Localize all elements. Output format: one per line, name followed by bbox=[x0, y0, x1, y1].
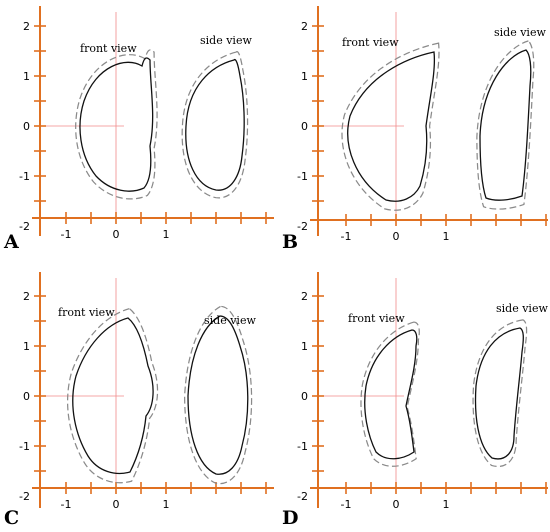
y-tick-label: 0 bbox=[23, 390, 30, 403]
x-tick-label: -1 bbox=[61, 498, 72, 511]
y-tick-label: -2 bbox=[19, 490, 30, 503]
side-view-label: side view bbox=[200, 34, 252, 47]
x-tick-label: 0 bbox=[393, 498, 400, 511]
x-tick-label: -1 bbox=[61, 228, 72, 241]
panel-letter: B bbox=[282, 231, 298, 253]
front-view-dashed-outline bbox=[66, 307, 159, 484]
y-tick-label: 2 bbox=[23, 290, 30, 303]
y-tick-label: 1 bbox=[23, 70, 30, 83]
x-tick-label: 1 bbox=[163, 498, 170, 511]
side-view-dashed-outline bbox=[184, 305, 253, 485]
front-view-outline bbox=[347, 51, 436, 202]
front-view-label: front view bbox=[348, 312, 405, 325]
outlines bbox=[75, 49, 249, 200]
side-view-outline bbox=[187, 315, 249, 475]
y-tick-label: -1 bbox=[19, 170, 30, 183]
panel-letter: C bbox=[4, 507, 19, 529]
side-view-dashed-outline bbox=[476, 40, 535, 210]
y-tick-label: 0 bbox=[301, 120, 308, 133]
front-view-dashed-outline bbox=[341, 42, 440, 211]
x-tick-label: 0 bbox=[113, 498, 120, 511]
front-view-dashed-outline bbox=[75, 49, 158, 200]
panel-letter: D bbox=[282, 507, 298, 529]
x-tick-label: -1 bbox=[341, 498, 352, 511]
x-tick-label: 1 bbox=[163, 228, 170, 241]
y-tick-label: -2 bbox=[19, 220, 30, 233]
y-tick-label: -1 bbox=[19, 440, 30, 453]
front-view-label: front view bbox=[342, 36, 399, 49]
panel-a: 2 1 0 -1 -2 -1 0 1 front view side view A bbox=[3, 6, 274, 253]
y-tick-label: -1 bbox=[297, 170, 308, 183]
x-tick-label: -1 bbox=[341, 230, 352, 243]
front-view-outline bbox=[364, 329, 418, 460]
side-view-label: side view bbox=[496, 302, 548, 315]
panel-b: 2 1 0 -1 -2 -1 0 1 front view side view B bbox=[282, 6, 548, 253]
panel-letter: A bbox=[3, 231, 19, 253]
outlines bbox=[360, 319, 528, 468]
y-tick-label: 1 bbox=[23, 340, 30, 353]
y-tick-label: -2 bbox=[297, 490, 308, 503]
side-view-outline bbox=[185, 58, 245, 191]
x-tick-label: 1 bbox=[443, 230, 450, 243]
side-view-outline bbox=[474, 327, 524, 460]
y-tick-label: -2 bbox=[297, 220, 308, 233]
front-view-outline bbox=[72, 317, 154, 475]
front-view-dashed-outline bbox=[360, 321, 420, 467]
y-tick-label: 2 bbox=[301, 20, 308, 33]
front-view-label: front view bbox=[80, 42, 137, 55]
y-tick-label: -1 bbox=[297, 440, 308, 453]
y-tick-label: 2 bbox=[301, 290, 308, 303]
side-view-label: side view bbox=[204, 314, 256, 327]
side-view-outline bbox=[479, 49, 532, 201]
side-view-dashed-outline bbox=[181, 51, 249, 199]
side-view-label: side view bbox=[494, 26, 546, 39]
y-tick-label: 2 bbox=[23, 20, 30, 33]
front-view-label: front view bbox=[58, 306, 115, 319]
x-tick-label: 0 bbox=[113, 228, 120, 241]
outlines bbox=[341, 40, 535, 211]
y-tick-label: 1 bbox=[301, 70, 308, 83]
y-tick-label: 0 bbox=[301, 390, 308, 403]
y-tick-label: 1 bbox=[301, 340, 308, 353]
side-view-dashed-outline bbox=[472, 319, 528, 468]
panel-c: 2 1 0 -1 -2 -1 0 1 front view side view C bbox=[4, 272, 274, 529]
panel-d: 2 1 0 -1 -2 -1 0 1 front view side view D bbox=[282, 272, 548, 529]
y-tick-label: 0 bbox=[23, 120, 30, 133]
x-tick-label: 1 bbox=[443, 498, 450, 511]
outlines bbox=[66, 305, 253, 485]
x-tick-label: 0 bbox=[393, 230, 400, 243]
front-view-outline bbox=[79, 57, 154, 192]
